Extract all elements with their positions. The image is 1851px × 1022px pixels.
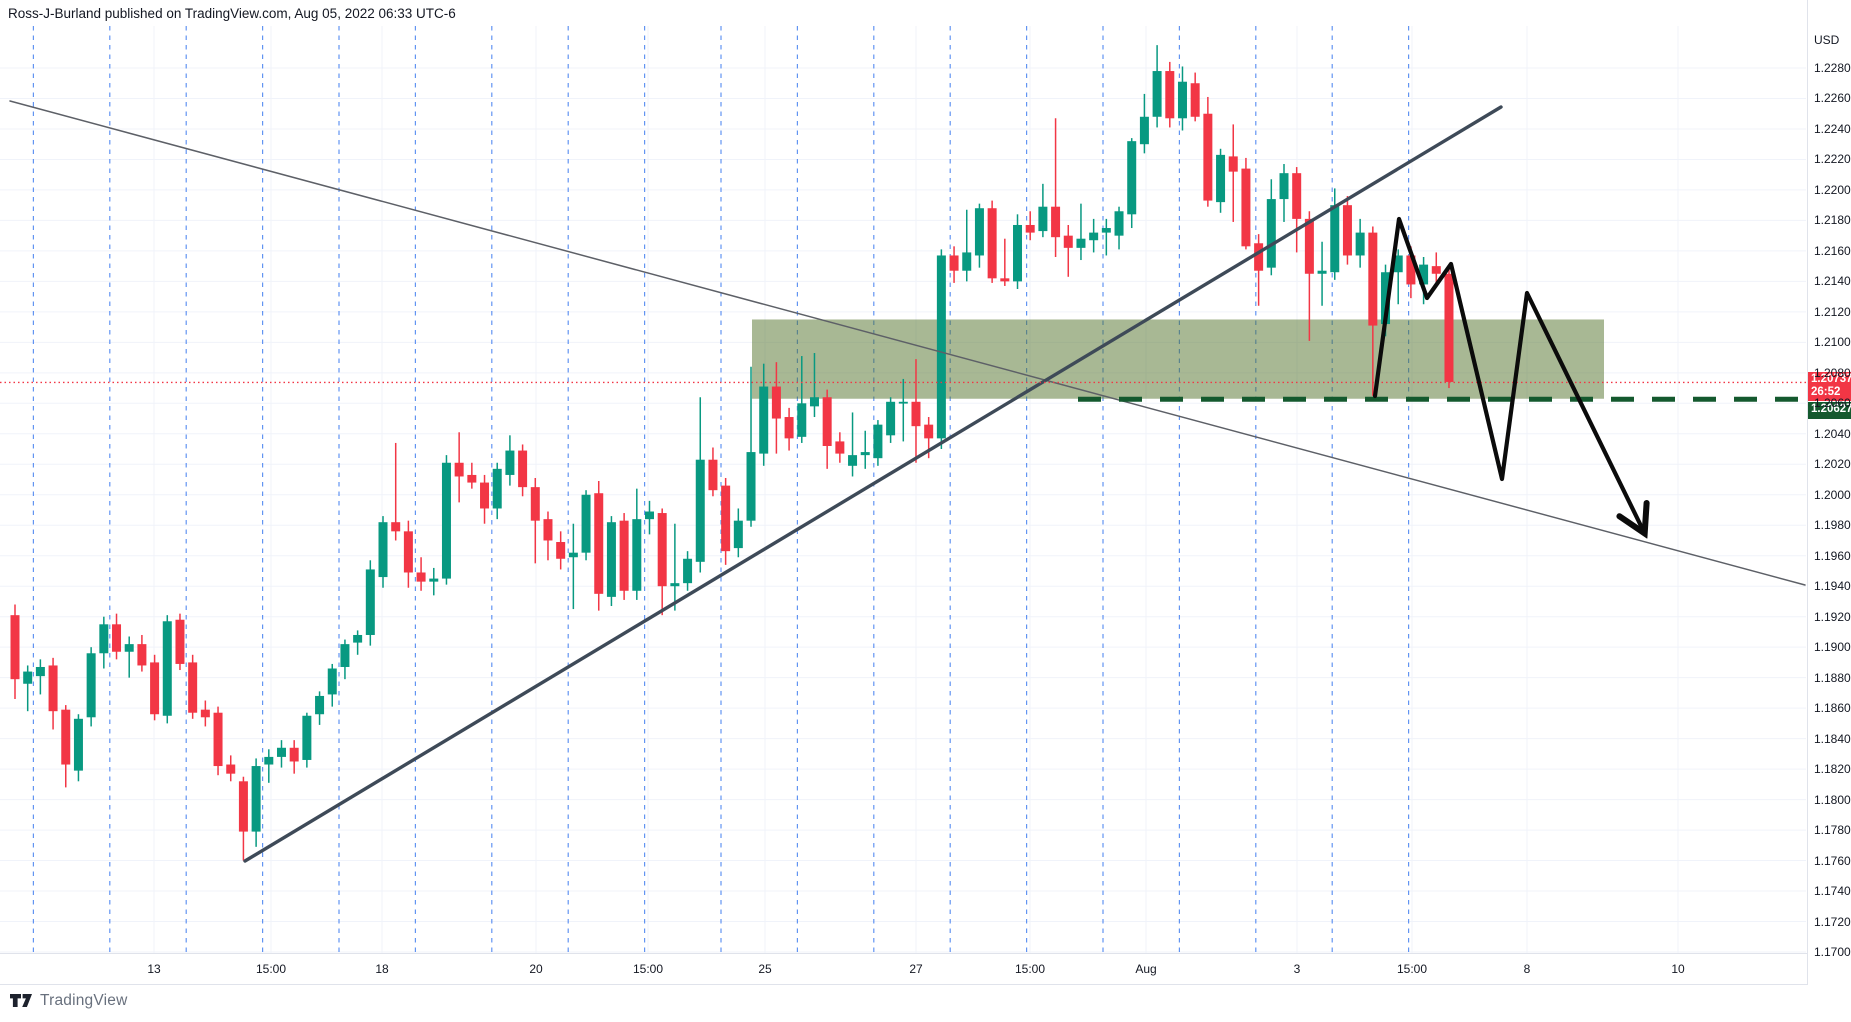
price-tick-label: 1.20200 bbox=[1814, 457, 1851, 472]
price-tick-label: 1.17000 bbox=[1814, 945, 1851, 959]
price-tick-label: 1.19200 bbox=[1814, 609, 1851, 624]
tradingview-logo-icon bbox=[10, 993, 32, 1007]
last-price-badge: 1.20737 26:52 bbox=[1808, 371, 1851, 401]
price-tick-label: 1.22800 bbox=[1814, 61, 1851, 75]
price-tick-label: 1.19400 bbox=[1814, 579, 1851, 594]
price-tick-label: 1.20600 bbox=[1814, 396, 1851, 411]
price-tick-label: 1.21200 bbox=[1814, 304, 1851, 319]
price-tick-label: 1.17800 bbox=[1814, 823, 1851, 838]
price-tick-label: 1.18800 bbox=[1814, 670, 1851, 685]
price-tick-label: 1.17200 bbox=[1814, 914, 1851, 929]
price-axis-currency-label: USD bbox=[1814, 33, 1840, 47]
price-tick-label: 1.21000 bbox=[1814, 335, 1851, 350]
time-tick-label: Aug bbox=[1135, 962, 1157, 976]
time-tick-label: 18 bbox=[375, 962, 389, 976]
time-tick-label: 15:00 bbox=[632, 962, 664, 976]
target-price-badge: 1.20627 bbox=[1808, 401, 1851, 419]
time-axis[interactable]: 13 15:00 18 20 15:00 25 27 15:00 Aug 3 15:00 8 10 bbox=[0, 957, 1806, 984]
time-tick-label: 25 bbox=[758, 962, 772, 976]
target-price-value: 1.20627 bbox=[1811, 402, 1851, 415]
price-tick-label: 1.20400 bbox=[1814, 426, 1851, 441]
time-tick-label: 13 bbox=[147, 962, 161, 976]
publication-attribution: Ross-J-Burland published on TradingView.… bbox=[8, 6, 456, 21]
price-axis[interactable]: USD 1.20737 26:52 1.20627 1.22800 1.22600… bbox=[1807, 0, 1851, 985]
price-tick-label: 1.21800 bbox=[1814, 213, 1851, 228]
time-tick-label: 15:00 bbox=[255, 962, 287, 976]
time-tick-label: 27 bbox=[909, 962, 923, 976]
price-tick-label: 1.20000 bbox=[1814, 487, 1851, 502]
tradingview-logo[interactable]: TradingView bbox=[9, 992, 128, 1010]
price-tick-label: 1.18200 bbox=[1814, 762, 1851, 777]
price-tick-label: 1.18400 bbox=[1814, 731, 1851, 746]
last-price-value: 1.20737 bbox=[1811, 372, 1851, 385]
price-tick-label: 1.22000 bbox=[1814, 182, 1851, 197]
price-tick-label: 1.21400 bbox=[1814, 274, 1851, 289]
time-tick-label: 15:00 bbox=[1396, 962, 1428, 976]
price-tick-label: 1.21600 bbox=[1814, 243, 1851, 258]
price-tick-label: 1.17600 bbox=[1814, 853, 1851, 868]
price-tick-label: 1.18000 bbox=[1814, 792, 1851, 807]
price-tick-label: 1.18600 bbox=[1814, 701, 1851, 716]
time-tick-label: 10 bbox=[1671, 962, 1685, 976]
price-tick-label: 1.17400 bbox=[1814, 884, 1851, 899]
time-tick-label: 15:00 bbox=[1014, 962, 1046, 976]
price-tick-label: 1.19600 bbox=[1814, 548, 1851, 563]
price-tick-label: 1.22600 bbox=[1814, 91, 1851, 106]
price-tick-label: 1.20800 bbox=[1814, 365, 1851, 380]
time-tick-label: 3 bbox=[1293, 962, 1301, 976]
tradingview-logo-text: TradingView bbox=[40, 992, 128, 1009]
time-tick-label: 20 bbox=[529, 962, 543, 976]
price-tick-label: 1.19000 bbox=[1814, 640, 1851, 655]
price-tick-label: 1.19800 bbox=[1814, 518, 1851, 533]
price-tick-label: 1.22400 bbox=[1814, 121, 1851, 136]
price-tick-label: 1.22200 bbox=[1814, 152, 1851, 167]
time-tick-label: 8 bbox=[1523, 962, 1531, 976]
bar-countdown: 26:52 bbox=[1811, 385, 1841, 398]
